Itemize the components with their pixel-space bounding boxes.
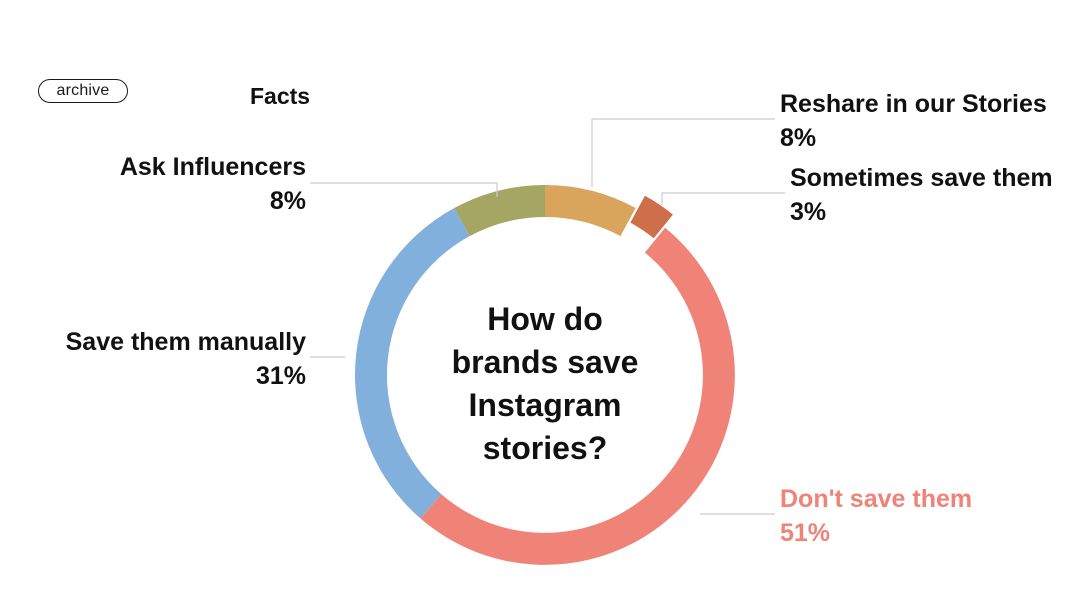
leader-line-sometimes <box>661 192 785 205</box>
slice-value-manual: 31% <box>256 362 306 390</box>
slice-value-sometimes: 3% <box>790 198 826 226</box>
chart-title-line: brands save <box>452 344 639 380</box>
slice-value-influencers: 8% <box>270 187 306 215</box>
slice-label-dont-save: Don't save them <box>780 485 972 513</box>
slice-influencers <box>454 185 545 237</box>
chart-title-line: Instagram <box>469 387 622 423</box>
slice-labels: Reshare in our Stories 8% Sometimes save t… <box>66 90 1053 547</box>
leader-lines <box>310 118 785 515</box>
facts-tag: Facts <box>250 83 311 109</box>
slice-dont-save <box>420 227 735 565</box>
chart-title-line: stories? <box>483 430 607 466</box>
slice-sometimes <box>628 193 676 241</box>
slice-label-reshare: Reshare in our Stories <box>780 90 1047 118</box>
slice-manual <box>354 208 470 519</box>
slice-value-dont-save: 51% <box>780 519 830 547</box>
donut-slices <box>354 185 735 565</box>
chart-title: How do brands save Instagram stories? <box>452 301 639 466</box>
chart-title-line: How do <box>487 301 603 337</box>
archive-logo: archive <box>38 79 128 103</box>
leader-line-reshare <box>591 118 775 187</box>
slice-reshare <box>545 185 636 237</box>
leader-line-influencers <box>310 182 498 197</box>
slice-label-influencers: Ask Influencers <box>120 153 306 181</box>
slice-label-sometimes: Sometimes save them <box>790 164 1053 192</box>
slice-label-manual: Save them manually <box>66 328 306 356</box>
slice-value-reshare: 8% <box>780 124 816 152</box>
